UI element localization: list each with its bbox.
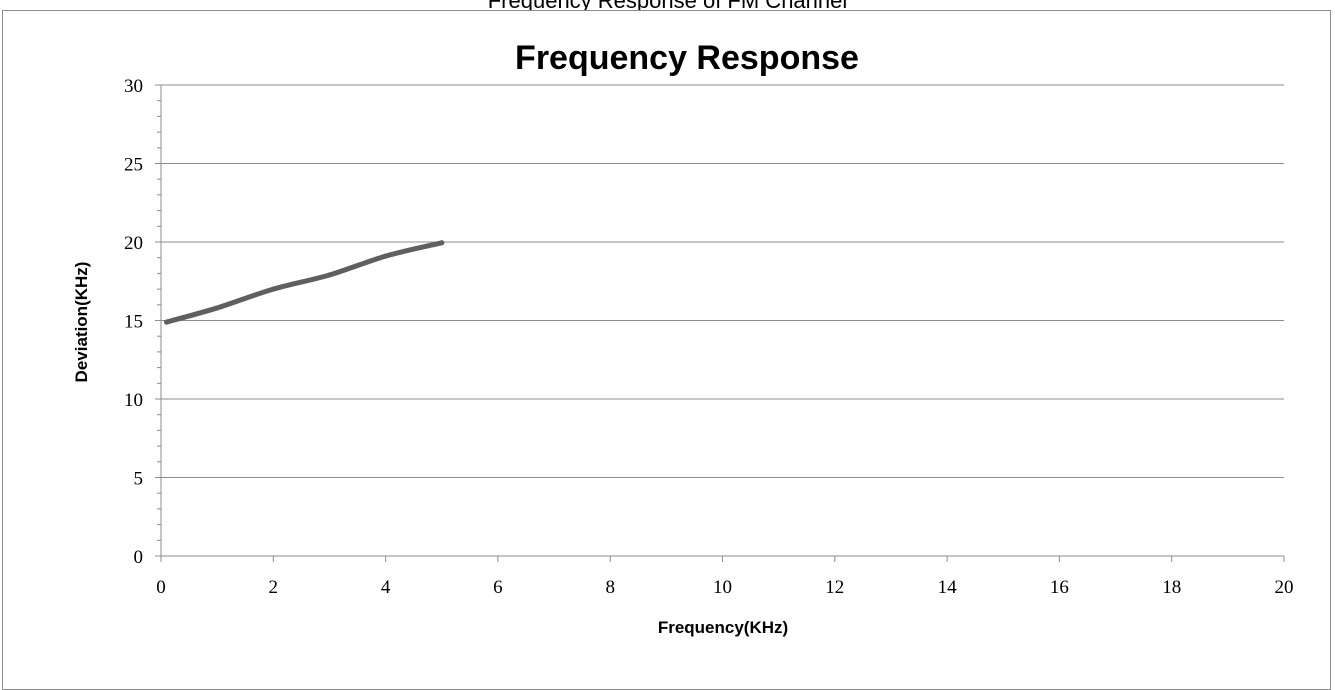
chart-frame: Frequency Response 0 5 10 15 20 25 30 0 2 4 6 8 10 12…	[2, 10, 1331, 690]
x-tick-label: 8	[605, 577, 615, 598]
data-point	[164, 319, 170, 325]
y-tick-label: 10	[124, 390, 143, 411]
x-tick-label: 0	[156, 577, 166, 598]
page-caption: Frequency Response of FM Channel	[487, 0, 848, 13]
y-tick-label: 0	[134, 547, 144, 568]
x-tick-label: 18	[1162, 577, 1181, 598]
x-tick-label: 20	[1275, 577, 1294, 598]
chart-title: Frequency Response	[515, 39, 859, 77]
y-tick-label: 20	[124, 233, 143, 254]
x-tick-label: 16	[1050, 577, 1069, 598]
y-tick-label: 15	[124, 312, 143, 333]
x-tick-label: 14	[938, 577, 958, 598]
x-tick-label: 10	[713, 577, 732, 598]
chart-svg: Frequency Response 0 5 10 15 20 25 30 0 2 4 6 8 10 12…	[72, 39, 1294, 637]
data-point	[270, 286, 276, 292]
series-layer	[164, 240, 445, 325]
data-point	[214, 305, 220, 311]
axes	[155, 84, 1285, 562]
x-tick-label: 12	[825, 577, 844, 598]
y-tick-label: 5	[134, 469, 144, 490]
data-point	[439, 240, 445, 246]
y-axis-title: Deviation(KHz)	[72, 262, 91, 383]
tick-labels: 0 5 10 15 20 25 30 0 2 4 6 8 10 12 14 16 18 20	[124, 76, 1294, 598]
x-axis-title: Frequency(KHz)	[658, 618, 788, 637]
x-tick-label: 2	[269, 577, 279, 598]
x-tick-label: 6	[493, 577, 503, 598]
x-tick-label: 4	[381, 577, 391, 598]
gridlines	[161, 84, 1284, 478]
y-tick-label: 30	[124, 76, 143, 97]
series-line-0	[164, 240, 445, 325]
y-tick-label: 25	[124, 155, 143, 176]
data-point	[383, 253, 389, 259]
data-point	[326, 272, 332, 278]
